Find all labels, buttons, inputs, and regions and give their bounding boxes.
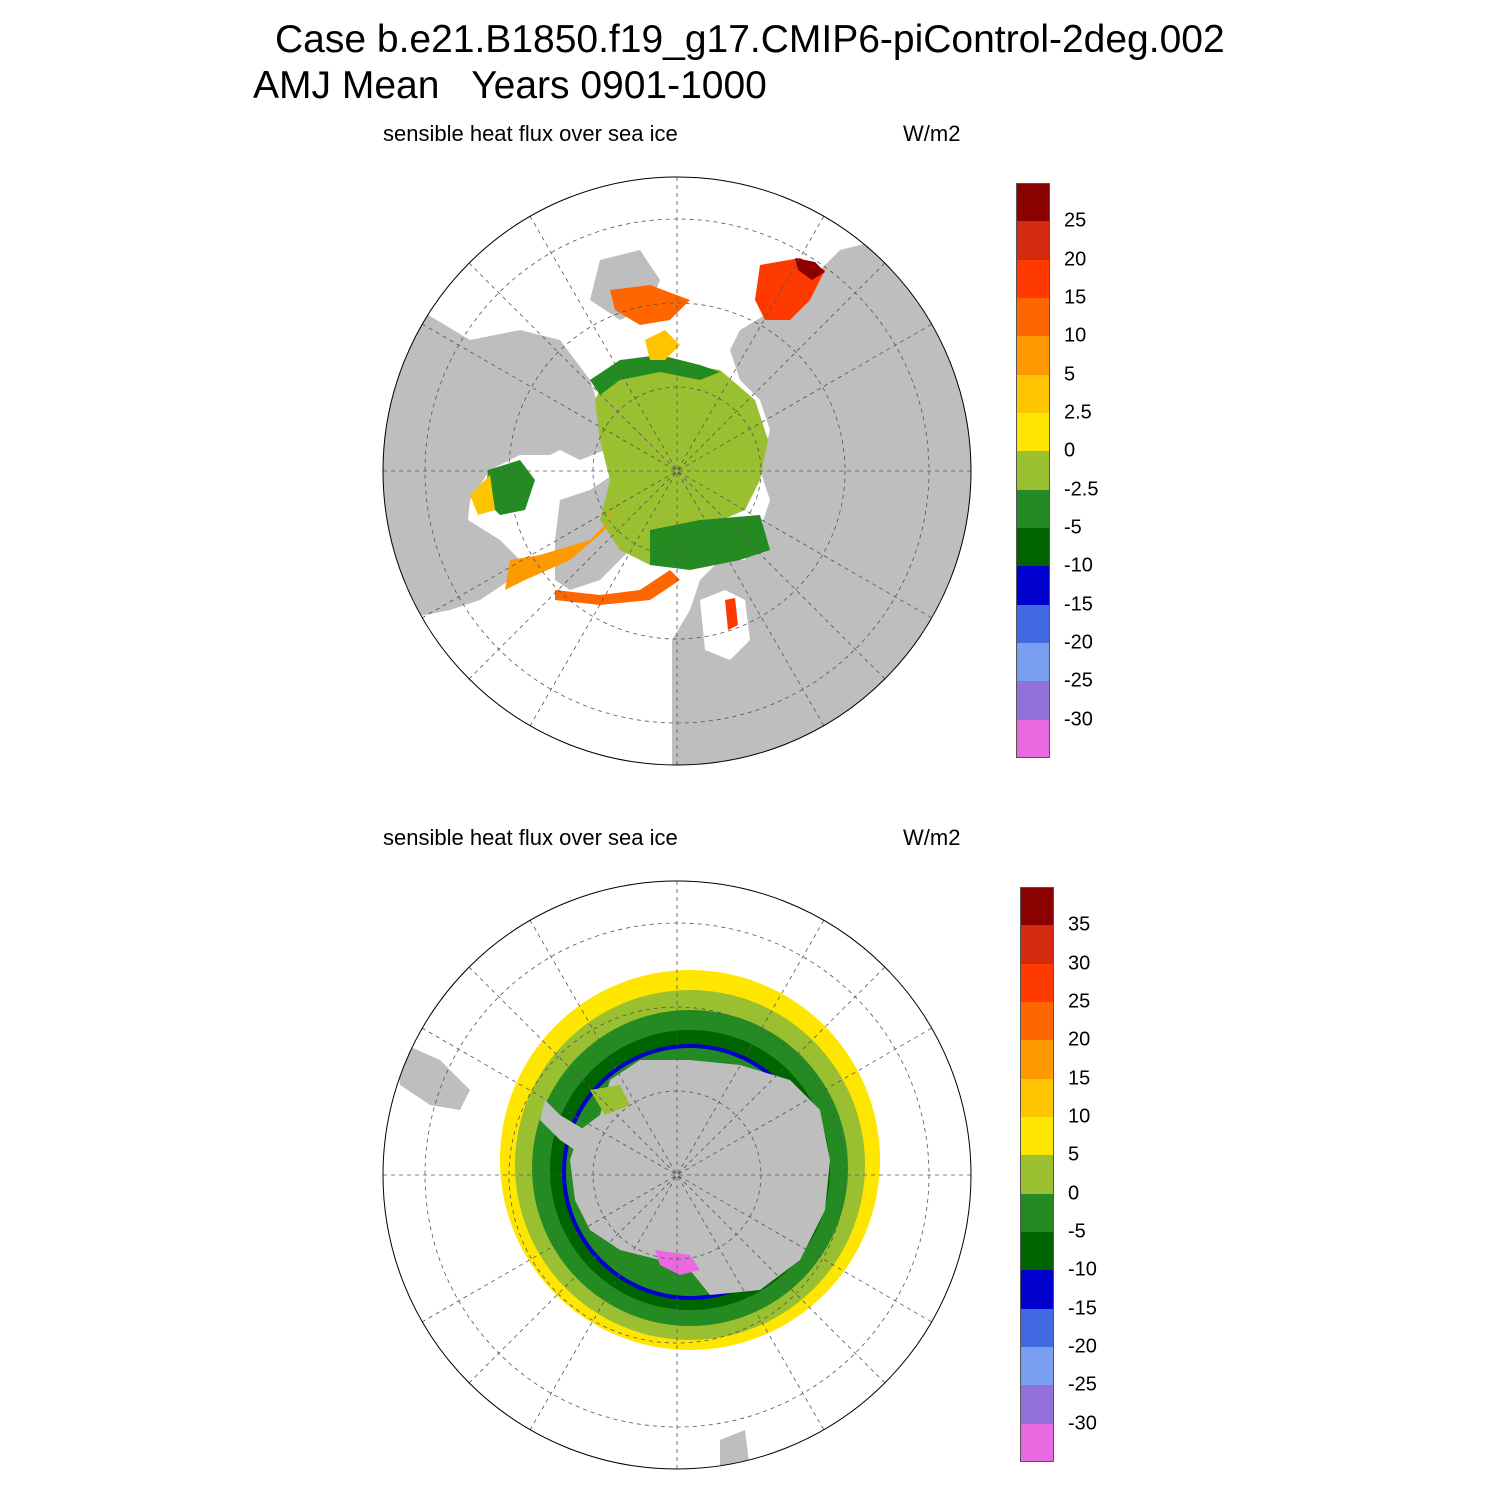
south-land-south-america — [395, 1040, 470, 1110]
south-ice-weddell-pale — [590, 1085, 630, 1115]
north-colorbar-tick-label: 20 — [1064, 248, 1087, 271]
south-colorbar-tick-label: 5 — [1068, 1143, 1080, 1166]
north-ice-barents-green — [650, 515, 770, 570]
south-colorbar-tick-label: 10 — [1068, 1105, 1091, 1128]
north-graticule — [383, 177, 971, 765]
north-colorbar-tick-label: -2.5 — [1064, 478, 1099, 501]
north-colorbar-swatch — [1016, 528, 1050, 567]
north-ice-chukchi-yellow — [645, 330, 680, 360]
north-ice-margin-dark — [590, 355, 720, 395]
north-colorbar: 25 20 15 10 5 2.5 0 -2.5 -5 -10 -15 -20 -25 -30 — [1016, 183, 1136, 759]
north-colorbar-tick-label: 25 — [1064, 209, 1087, 232]
south-graticule — [383, 881, 971, 1469]
north-ice-greenland-east — [555, 570, 680, 605]
south-colorbar-swatch — [1020, 1308, 1054, 1348]
north-colorbar-swatch — [1016, 221, 1050, 261]
north-colorbar-tick-label: -20 — [1064, 631, 1093, 654]
north-map-border — [382, 176, 972, 766]
south-colorbar-tick-label: 25 — [1068, 990, 1091, 1013]
north-colorbar-swatch — [1016, 566, 1050, 606]
south-land-antarctica — [570, 1060, 830, 1295]
north-colorbar-swatch — [1016, 643, 1050, 682]
north-colorbar-swatch — [1016, 259, 1050, 299]
south-map-border — [382, 880, 972, 1470]
south-colorbar-swatch — [1020, 1347, 1054, 1386]
south-land-peninsula — [540, 1100, 585, 1150]
south-colorbar: 35 30 25 20 15 10 5 0 -5 -10 -15 -20 -25 -30 — [1020, 887, 1140, 1463]
south-colorbar-tick-label: -30 — [1068, 1412, 1097, 1435]
north-colorbar-tick-label: -25 — [1064, 669, 1093, 692]
south-colorbar-swatch — [1020, 1193, 1054, 1233]
south-polar-map — [382, 880, 972, 1470]
north-colorbar-tick-label: -15 — [1064, 593, 1093, 616]
south-colorbar-swatch — [1020, 1232, 1054, 1271]
south-colorbar-swatch — [1020, 963, 1054, 1003]
panel-north-label: sensible heat flux over sea ice — [383, 121, 678, 146]
south-colorbar-tick-label: -10 — [1068, 1258, 1097, 1281]
south-colorbar-tick-label: -15 — [1068, 1297, 1097, 1320]
panel-south-label: sensible heat flux over sea ice — [383, 825, 678, 850]
north-colorbar-tick-label: -10 — [1064, 554, 1093, 577]
south-colorbar-tick-label: 20 — [1068, 1028, 1091, 1051]
north-colorbar-tick-label: -30 — [1064, 708, 1093, 731]
north-colorbar-swatch — [1016, 681, 1050, 721]
north-colorbar-tick-label: 15 — [1064, 286, 1087, 309]
south-ice-ross-purple — [655, 1250, 700, 1275]
panel-north-units: W/m2 — [903, 121, 961, 146]
figure-title-period: AMJ Mean Years 0901-1000 — [253, 64, 767, 107]
north-ice-okhotsk-darkred — [795, 258, 825, 280]
north-colorbar-tick-label: 0 — [1064, 439, 1076, 462]
north-land-scandinavia — [700, 590, 750, 660]
north-colorbar-swatch — [1016, 451, 1050, 491]
south-colorbar-tick-label: 0 — [1068, 1182, 1080, 1205]
north-colorbar-swatch — [1016, 604, 1050, 644]
south-colorbar-tick-label: -25 — [1068, 1373, 1097, 1396]
north-ice-field — [470, 258, 825, 630]
south-colorbar-swatch — [1020, 1040, 1054, 1080]
north-ice-labrador — [505, 500, 615, 590]
panel-south-units: W/m2 — [903, 825, 961, 850]
south-land-africa-tip — [720, 1430, 750, 1469]
north-colorbar-swatch — [1016, 413, 1050, 452]
north-ice-baltic — [725, 598, 738, 630]
south-ice-field — [500, 970, 880, 1350]
north-land-north-america — [383, 310, 600, 620]
south-colorbar-swatch — [1020, 1155, 1054, 1195]
north-colorbar-tick-label: 5 — [1064, 363, 1076, 386]
south-colorbar-tick-label: 15 — [1068, 1067, 1091, 1090]
south-colorbar-swatch — [1020, 1423, 1054, 1463]
north-colorbar-swatch — [1016, 374, 1050, 414]
south-colorbar-tick-label: 35 — [1068, 913, 1091, 936]
south-colorbar-swatch — [1020, 1117, 1054, 1156]
north-colorbar-swatch — [1016, 183, 1050, 222]
north-colorbar-swatch — [1016, 336, 1050, 376]
north-ice-bering-orange — [610, 285, 690, 325]
south-colorbar-tick-label: 30 — [1068, 952, 1091, 975]
south-colorbar-swatch — [1020, 887, 1054, 926]
north-colorbar-tick-label: -5 — [1064, 516, 1082, 539]
north-polar-map — [382, 176, 972, 766]
south-colorbar-swatch — [1020, 925, 1054, 965]
north-colorbar-swatch — [1016, 298, 1050, 337]
south-colorbar-swatch — [1020, 1385, 1054, 1425]
north-ice-hudson — [485, 460, 535, 515]
north-ice-central-arctic — [595, 360, 768, 565]
south-colorbar-tick-label: -20 — [1068, 1335, 1097, 1358]
north-colorbar-tick-label: 10 — [1064, 324, 1087, 347]
figure-title-case: Case b.e21.B1850.f19_g17.CMIP6-piControl… — [275, 18, 1225, 61]
south-colorbar-swatch — [1020, 1078, 1054, 1118]
south-colorbar-tick-label: -5 — [1068, 1220, 1086, 1243]
south-colorbar-swatch — [1020, 1002, 1054, 1041]
north-ice-hudson-edge — [470, 475, 495, 515]
south-colorbar-swatch — [1020, 1270, 1054, 1310]
north-colorbar-swatch — [1016, 489, 1050, 529]
north-colorbar-swatch — [1016, 719, 1050, 759]
north-colorbar-tick-label: 2.5 — [1064, 401, 1092, 424]
